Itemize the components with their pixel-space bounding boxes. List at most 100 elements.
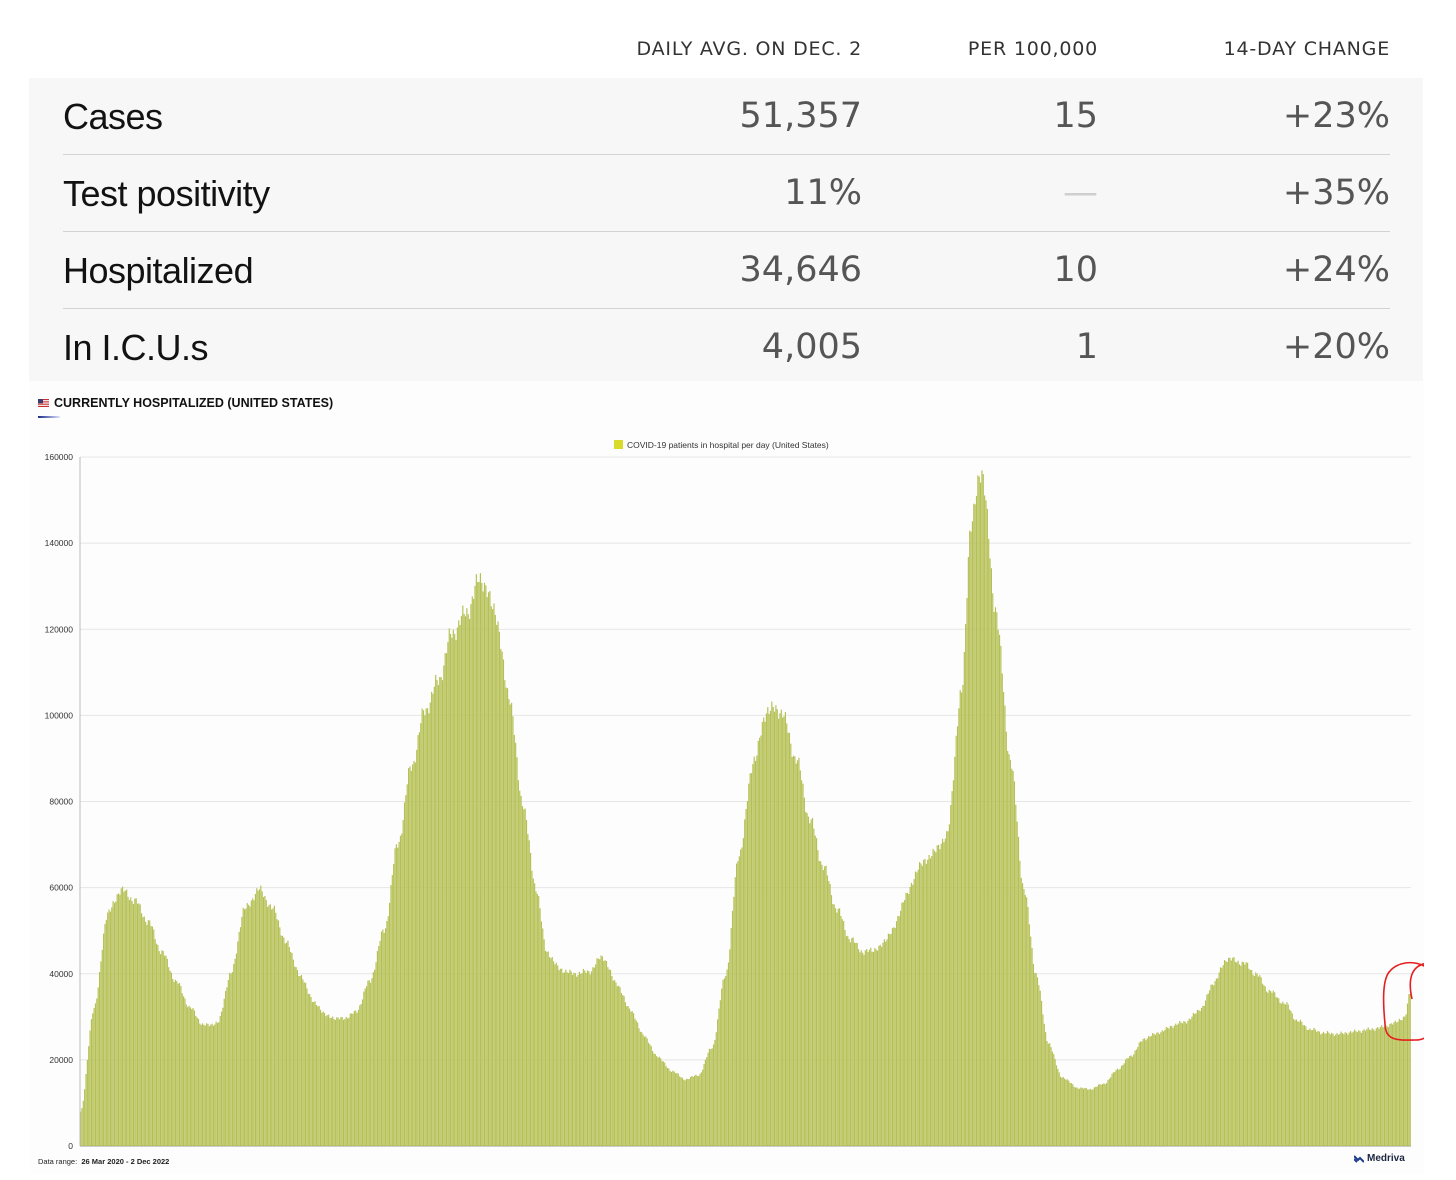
bar — [188, 1005, 190, 1146]
bar — [1074, 1087, 1077, 1146]
bar — [1131, 1056, 1133, 1146]
row-divider — [63, 154, 1390, 155]
bar — [856, 942, 858, 1146]
stat-per-100k: 10 — [1053, 250, 1098, 290]
bar — [283, 937, 285, 1146]
bar — [271, 909, 273, 1146]
bar — [216, 1022, 219, 1146]
bar — [517, 780, 519, 1146]
bar — [772, 706, 774, 1146]
bar — [862, 952, 864, 1146]
bar — [901, 902, 903, 1146]
bar — [1036, 977, 1039, 1146]
bar — [1103, 1083, 1105, 1146]
bar — [441, 680, 444, 1146]
bar — [1188, 1018, 1190, 1146]
bar — [1118, 1069, 1120, 1146]
bar — [1077, 1088, 1079, 1146]
bar — [1252, 974, 1254, 1146]
bar — [596, 958, 598, 1146]
bar — [1348, 1032, 1350, 1146]
bar — [618, 985, 620, 1146]
bar — [603, 960, 605, 1146]
bar — [881, 946, 883, 1146]
bar — [641, 1032, 643, 1146]
bar — [1358, 1030, 1360, 1146]
bar — [1183, 1021, 1185, 1146]
bar — [550, 958, 552, 1146]
bar — [780, 709, 782, 1146]
bar — [722, 979, 724, 1146]
bar — [1244, 964, 1246, 1146]
bar — [769, 710, 772, 1146]
bar — [736, 863, 738, 1146]
bar — [750, 773, 753, 1146]
bar — [145, 921, 147, 1146]
bar — [246, 903, 248, 1146]
bar — [817, 850, 819, 1146]
bar — [1333, 1036, 1335, 1146]
bar — [1387, 1027, 1390, 1146]
bar — [1241, 961, 1243, 1146]
stat-row-hospitalized: Hospitalized 34,646 10 +24% — [63, 232, 1390, 309]
bar — [199, 1023, 201, 1146]
bar — [620, 992, 622, 1146]
bar — [264, 895, 266, 1146]
bar — [783, 716, 785, 1146]
bar — [534, 883, 536, 1146]
bar — [725, 975, 727, 1146]
bar — [894, 927, 896, 1146]
bar — [136, 903, 139, 1146]
bar — [435, 674, 437, 1146]
bar — [344, 1018, 346, 1146]
bar — [112, 901, 114, 1146]
bar — [135, 898, 137, 1146]
bar — [909, 886, 911, 1146]
bar — [1209, 990, 1211, 1146]
bar — [1276, 997, 1278, 1146]
bar — [845, 936, 847, 1146]
bar — [540, 921, 543, 1146]
bar — [1038, 985, 1040, 1146]
bar — [752, 764, 754, 1146]
bar — [745, 808, 747, 1146]
bar — [553, 961, 555, 1146]
bar — [734, 877, 736, 1146]
bar — [757, 740, 759, 1146]
bar — [1143, 1038, 1146, 1146]
bar — [868, 949, 871, 1146]
bar — [429, 702, 431, 1146]
bar — [1251, 969, 1253, 1146]
bar — [784, 711, 786, 1146]
bar — [928, 854, 930, 1146]
bar — [1108, 1078, 1110, 1146]
bar — [89, 1030, 91, 1146]
bar — [900, 910, 902, 1146]
bar — [195, 1015, 197, 1146]
bar — [234, 958, 236, 1146]
bar — [1215, 978, 1217, 1146]
bar — [1283, 1003, 1285, 1146]
bar — [729, 949, 731, 1146]
bar — [391, 875, 393, 1146]
us-flag-icon — [38, 399, 49, 407]
bar — [685, 1078, 688, 1146]
bar — [1125, 1059, 1127, 1146]
col-header-14-day-change: 14-DAY CHANGE — [1223, 38, 1390, 60]
bar — [565, 969, 567, 1146]
bar — [1031, 948, 1033, 1146]
bar — [1309, 1028, 1311, 1146]
stat-label: Hospitalized — [63, 250, 254, 291]
bar — [229, 972, 231, 1146]
bar — [1295, 1019, 1297, 1146]
bar — [1145, 1040, 1147, 1146]
bar — [971, 521, 974, 1146]
bar — [631, 1011, 633, 1146]
bar — [805, 811, 807, 1146]
bar — [487, 592, 490, 1146]
stat-label: Cases — [63, 96, 163, 137]
bar — [233, 963, 235, 1146]
bar — [317, 1006, 319, 1146]
bar — [1184, 1021, 1186, 1146]
bar — [1339, 1033, 1341, 1146]
